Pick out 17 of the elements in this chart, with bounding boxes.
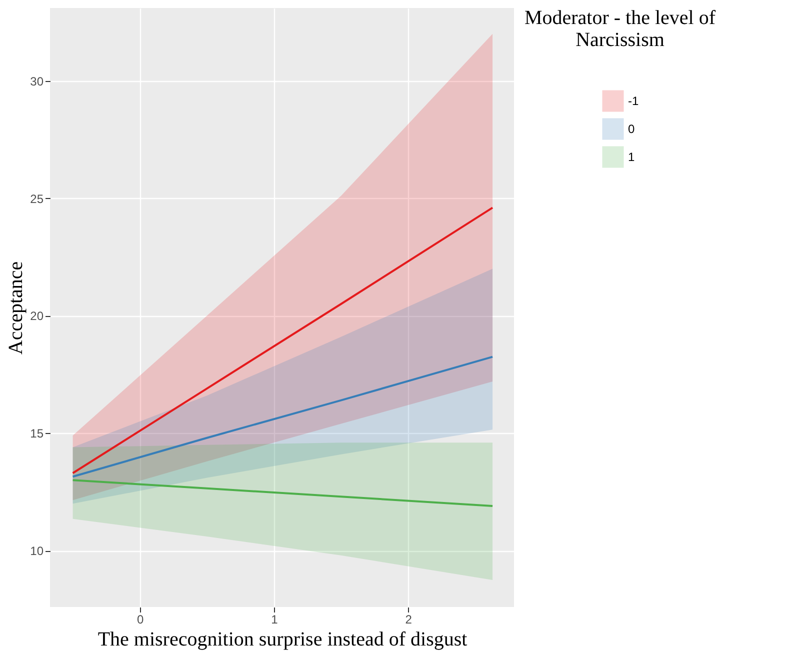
legend-title: Moderator - the level of Narcissism <box>524 7 716 51</box>
x-tick-label: 1 <box>271 612 278 626</box>
y-tick-label: 10 <box>30 544 44 558</box>
line-series <box>72 206 494 474</box>
x-tick-label: 0 <box>137 612 144 626</box>
legend-label: 1 <box>628 150 635 164</box>
y-tick-label: 20 <box>30 309 44 324</box>
y-axis-title: Acceptance <box>5 261 28 355</box>
line-series <box>72 479 494 507</box>
x-tick-label: 2 <box>405 612 412 626</box>
legend-label: 0 <box>628 122 635 136</box>
legend-label: -1 <box>628 94 639 108</box>
line-series <box>72 356 494 478</box>
y-tick-label: 30 <box>30 74 44 88</box>
y-tick-label: 15 <box>30 426 44 441</box>
x-axis-title: The misrecognition surprise instead of disgust <box>98 628 468 650</box>
y-tick-label: 25 <box>30 192 44 206</box>
